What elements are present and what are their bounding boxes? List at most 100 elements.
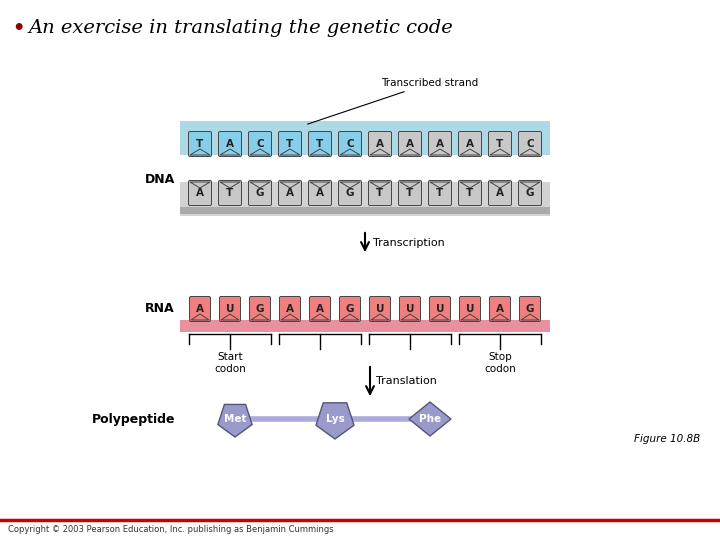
Text: T: T	[197, 139, 204, 149]
Polygon shape	[251, 314, 269, 320]
Polygon shape	[220, 149, 240, 155]
Polygon shape	[490, 182, 510, 188]
FancyBboxPatch shape	[488, 180, 511, 206]
Text: Copyright © 2003 Pearson Education, Inc. publishing as Benjamin Cummings: Copyright © 2003 Pearson Education, Inc.…	[8, 525, 333, 535]
FancyBboxPatch shape	[218, 180, 241, 206]
Polygon shape	[400, 149, 420, 155]
Polygon shape	[311, 314, 329, 320]
FancyBboxPatch shape	[308, 180, 331, 206]
Text: Transcribed strand: Transcribed strand	[307, 78, 479, 124]
Text: Transcription: Transcription	[373, 238, 445, 248]
Polygon shape	[190, 149, 210, 155]
FancyBboxPatch shape	[250, 296, 271, 321]
Polygon shape	[430, 149, 450, 155]
Text: A: A	[496, 304, 504, 314]
Text: T: T	[287, 139, 294, 149]
Polygon shape	[340, 182, 360, 188]
Text: An exercise in translating the genetic code: An exercise in translating the genetic c…	[28, 19, 453, 37]
FancyBboxPatch shape	[248, 180, 271, 206]
FancyBboxPatch shape	[518, 180, 541, 206]
Polygon shape	[521, 314, 539, 320]
Polygon shape	[280, 149, 300, 155]
Polygon shape	[431, 314, 449, 320]
Text: C: C	[346, 139, 354, 149]
Text: U: U	[406, 304, 414, 314]
Polygon shape	[460, 182, 480, 188]
Text: A: A	[196, 188, 204, 198]
FancyBboxPatch shape	[279, 180, 302, 206]
FancyBboxPatch shape	[398, 180, 421, 206]
FancyBboxPatch shape	[338, 180, 361, 206]
FancyBboxPatch shape	[189, 296, 210, 321]
FancyBboxPatch shape	[248, 132, 271, 157]
Polygon shape	[221, 314, 239, 320]
FancyBboxPatch shape	[459, 180, 482, 206]
Text: T: T	[316, 139, 323, 149]
FancyBboxPatch shape	[189, 180, 212, 206]
Text: •: •	[12, 18, 24, 37]
FancyBboxPatch shape	[398, 132, 421, 157]
Text: A: A	[496, 188, 504, 198]
Polygon shape	[340, 149, 360, 155]
Text: A: A	[376, 139, 384, 149]
Polygon shape	[371, 314, 389, 320]
Text: G: G	[526, 188, 534, 198]
Polygon shape	[341, 314, 359, 320]
FancyBboxPatch shape	[338, 132, 361, 157]
Polygon shape	[370, 149, 390, 155]
Text: G: G	[346, 188, 354, 198]
Polygon shape	[191, 314, 209, 320]
Bar	[180, 182, 550, 216]
Text: Lys: Lys	[325, 414, 344, 424]
Bar	[180, 121, 550, 155]
Bar	[180, 207, 550, 214]
Text: G: G	[256, 188, 264, 198]
Text: G: G	[346, 304, 354, 314]
FancyBboxPatch shape	[369, 296, 390, 321]
FancyBboxPatch shape	[189, 132, 212, 157]
FancyBboxPatch shape	[488, 132, 511, 157]
FancyBboxPatch shape	[279, 296, 300, 321]
Polygon shape	[520, 182, 540, 188]
Polygon shape	[310, 182, 330, 188]
Polygon shape	[218, 404, 252, 437]
FancyBboxPatch shape	[310, 296, 330, 321]
Text: A: A	[316, 188, 324, 198]
Text: Figure 10.8B: Figure 10.8B	[634, 434, 700, 444]
Text: U: U	[226, 304, 234, 314]
Text: A: A	[466, 139, 474, 149]
Text: T: T	[377, 188, 384, 198]
Text: T: T	[496, 139, 503, 149]
Text: T: T	[436, 188, 444, 198]
Text: G: G	[256, 304, 264, 314]
FancyBboxPatch shape	[518, 132, 541, 157]
Text: U: U	[376, 304, 384, 314]
Text: DNA: DNA	[145, 173, 175, 186]
Text: A: A	[226, 139, 234, 149]
Polygon shape	[316, 403, 354, 439]
Polygon shape	[409, 402, 451, 436]
FancyBboxPatch shape	[220, 296, 240, 321]
Text: T: T	[467, 188, 474, 198]
Text: A: A	[436, 139, 444, 149]
Text: A: A	[286, 304, 294, 314]
Text: A: A	[316, 304, 324, 314]
Text: T: T	[226, 188, 233, 198]
Polygon shape	[250, 149, 270, 155]
FancyBboxPatch shape	[428, 132, 451, 157]
FancyBboxPatch shape	[430, 296, 451, 321]
Text: C: C	[256, 139, 264, 149]
Polygon shape	[400, 182, 420, 188]
Polygon shape	[190, 182, 210, 188]
Text: A: A	[286, 188, 294, 198]
Text: RNA: RNA	[145, 302, 175, 315]
Polygon shape	[281, 314, 299, 320]
Text: U: U	[436, 304, 444, 314]
Polygon shape	[370, 182, 390, 188]
Text: Phe: Phe	[419, 414, 441, 424]
Polygon shape	[460, 149, 480, 155]
Polygon shape	[430, 182, 450, 188]
FancyBboxPatch shape	[369, 180, 392, 206]
FancyBboxPatch shape	[428, 180, 451, 206]
Bar	[180, 320, 550, 332]
